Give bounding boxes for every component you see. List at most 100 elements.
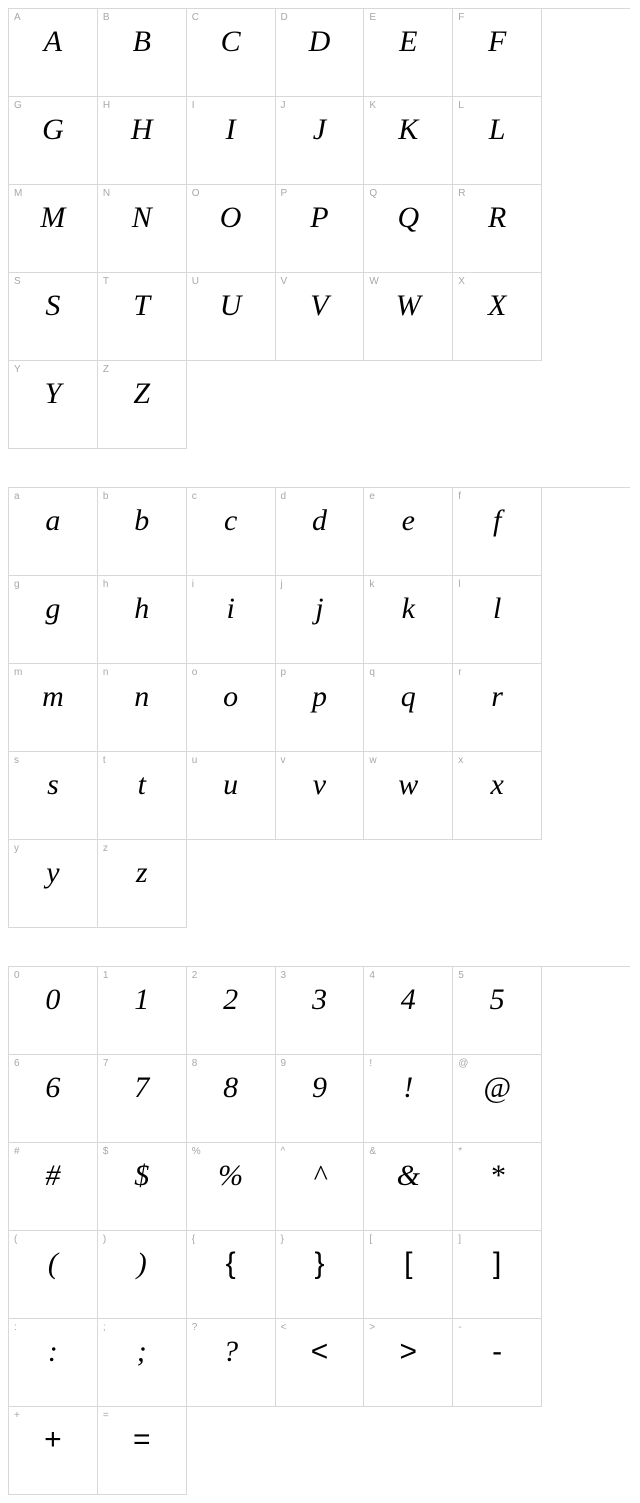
glyph-cell: ++ bbox=[9, 1407, 98, 1495]
glyph-label: p bbox=[281, 667, 287, 678]
glyph-cell: SS bbox=[9, 273, 98, 361]
glyph-cell: rr bbox=[453, 664, 542, 752]
empty-cell bbox=[187, 1407, 276, 1495]
glyph-cell: JJ bbox=[276, 97, 365, 185]
glyph-cell: @@ bbox=[453, 1055, 542, 1143]
glyph-cell: ?? bbox=[187, 1319, 276, 1407]
glyph-cell: >> bbox=[364, 1319, 453, 1407]
section-uppercase: AABBCCDDEEFFGGHHIIJJKKLLMMNNOOPPQQRRSSTT… bbox=[8, 8, 632, 449]
glyph-label: C bbox=[192, 12, 199, 23]
glyph-cell: YY bbox=[9, 361, 98, 449]
glyph-cell: ll bbox=[453, 576, 542, 664]
glyph-label: L bbox=[458, 100, 464, 111]
glyph-display: { bbox=[187, 1249, 275, 1279]
glyph-display: + bbox=[9, 1425, 97, 1455]
glyph-cell: ^^ bbox=[276, 1143, 365, 1231]
glyph-cell: CC bbox=[187, 9, 276, 97]
glyph-label: @ bbox=[458, 1058, 468, 1069]
glyph-label: j bbox=[281, 579, 283, 590]
glyph-display: W bbox=[364, 291, 452, 321]
glyph-label: 1 bbox=[103, 970, 109, 981]
glyph-display: 1 bbox=[98, 985, 186, 1015]
glyph-label: D bbox=[281, 12, 288, 23]
glyph-label: l bbox=[458, 579, 460, 590]
glyph-label: 2 bbox=[192, 970, 198, 981]
empty-cell bbox=[364, 1407, 453, 1495]
glyph-cell: NN bbox=[98, 185, 187, 273]
glyph-grid: aabbccddeeffgghhiijjkkllmmnnooppqqrrsstt… bbox=[8, 487, 630, 928]
glyph-cell: $$ bbox=[98, 1143, 187, 1231]
glyph-display: # bbox=[9, 1161, 97, 1191]
glyph-cell: ww bbox=[364, 752, 453, 840]
glyph-cell: vv bbox=[276, 752, 365, 840]
glyph-display: q bbox=[364, 682, 452, 712]
section-numbers-symbols: 00112233445566778899!!@@##$$%%^^&&**(())… bbox=[8, 966, 632, 1495]
glyph-cell: XX bbox=[453, 273, 542, 361]
glyph-label: o bbox=[192, 667, 198, 678]
glyph-display: } bbox=[276, 1249, 364, 1279]
glyph-cell: ]] bbox=[453, 1231, 542, 1319]
glyph-label: i bbox=[192, 579, 194, 590]
glyph-cell: && bbox=[364, 1143, 453, 1231]
glyph-cell: 88 bbox=[187, 1055, 276, 1143]
glyph-label: + bbox=[14, 1410, 20, 1421]
glyph-display: ! bbox=[364, 1073, 452, 1103]
glyph-display: < bbox=[276, 1337, 364, 1367]
glyph-label: R bbox=[458, 188, 465, 199]
glyph-display: y bbox=[9, 858, 97, 888]
glyph-cell: (( bbox=[9, 1231, 98, 1319]
glyph-cell: :: bbox=[9, 1319, 98, 1407]
glyph-cell: 22 bbox=[187, 967, 276, 1055]
glyph-cell: 77 bbox=[98, 1055, 187, 1143]
glyph-display: Z bbox=[98, 379, 186, 409]
glyph-cell: %% bbox=[187, 1143, 276, 1231]
glyph-label: ^ bbox=[281, 1146, 286, 1157]
glyph-display: t bbox=[98, 770, 186, 800]
glyph-label: < bbox=[281, 1322, 287, 1333]
glyph-cell: << bbox=[276, 1319, 365, 1407]
glyph-label: J bbox=[281, 100, 286, 111]
glyph-cell: HH bbox=[98, 97, 187, 185]
glyph-label: 4 bbox=[369, 970, 375, 981]
glyph-label: w bbox=[369, 755, 376, 766]
glyph-cell: 99 bbox=[276, 1055, 365, 1143]
glyph-cell: ff bbox=[453, 488, 542, 576]
glyph-display: 2 bbox=[187, 985, 275, 1015]
glyph-label: d bbox=[281, 491, 287, 502]
glyph-label: } bbox=[281, 1234, 284, 1245]
glyph-label: - bbox=[458, 1322, 461, 1333]
glyph-label: 7 bbox=[103, 1058, 109, 1069]
glyph-label: ( bbox=[14, 1234, 17, 1245]
glyph-label: Y bbox=[14, 364, 21, 375]
glyph-label: m bbox=[14, 667, 22, 678]
glyph-cell: kk bbox=[364, 576, 453, 664]
glyph-cell: yy bbox=[9, 840, 98, 928]
glyph-cell: )) bbox=[98, 1231, 187, 1319]
glyph-label: 6 bbox=[14, 1058, 20, 1069]
glyph-display: V bbox=[276, 291, 364, 321]
glyph-display: r bbox=[453, 682, 541, 712]
glyph-cell: LL bbox=[453, 97, 542, 185]
glyph-display: h bbox=[98, 594, 186, 624]
glyph-grid: AABBCCDDEEFFGGHHIIJJKKLLMMNNOOPPQQRRSSTT… bbox=[8, 8, 630, 449]
empty-cell bbox=[187, 361, 276, 449]
glyph-display: ] bbox=[453, 1249, 541, 1279]
glyph-cell: QQ bbox=[364, 185, 453, 273]
glyph-display: E bbox=[364, 27, 452, 57]
glyph-display: ^ bbox=[276, 1161, 364, 1191]
glyph-display: b bbox=[98, 506, 186, 536]
glyph-display: 9 bbox=[276, 1073, 364, 1103]
glyph-cell: ss bbox=[9, 752, 98, 840]
glyph-label: # bbox=[14, 1146, 20, 1157]
glyph-display: 8 bbox=[187, 1073, 275, 1103]
glyph-label: x bbox=[458, 755, 463, 766]
glyph-cell: RR bbox=[453, 185, 542, 273]
glyph-label: T bbox=[103, 276, 109, 287]
empty-cell bbox=[276, 361, 365, 449]
glyph-label: P bbox=[281, 188, 288, 199]
glyph-label: M bbox=[14, 188, 22, 199]
glyph-cell: cc bbox=[187, 488, 276, 576]
glyph-display: N bbox=[98, 203, 186, 233]
glyph-cell: ii bbox=[187, 576, 276, 664]
glyph-label: g bbox=[14, 579, 20, 590]
